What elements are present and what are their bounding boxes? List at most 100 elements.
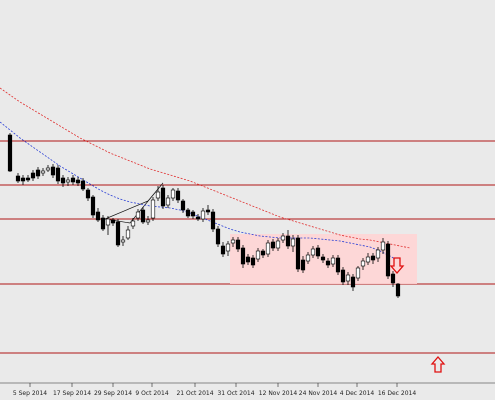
x-tick-label: 9 Oct 2014 xyxy=(135,390,168,397)
candle xyxy=(310,246,316,258)
candle-body xyxy=(260,250,266,256)
candle xyxy=(170,188,176,201)
candle-body xyxy=(25,177,31,181)
candle xyxy=(350,274,356,291)
candle-body xyxy=(70,177,76,183)
candle xyxy=(80,178,86,191)
candle xyxy=(100,215,106,231)
candle xyxy=(95,208,101,222)
candle xyxy=(365,253,371,265)
candle-body xyxy=(395,283,401,297)
candle xyxy=(235,237,241,252)
candle-body xyxy=(45,167,51,171)
candle xyxy=(70,175,76,185)
candle-body xyxy=(375,249,381,259)
candle xyxy=(60,175,66,187)
candle-body xyxy=(50,166,56,176)
candle xyxy=(65,177,71,186)
candle xyxy=(190,210,196,219)
candle xyxy=(325,258,331,268)
candle xyxy=(250,255,256,268)
x-tick-label: 29 Sep 2014 xyxy=(94,390,132,397)
candle-body xyxy=(100,217,106,230)
candle-body xyxy=(230,239,236,244)
candle-body xyxy=(125,229,131,239)
x-tick-label: 31 Oct 2014 xyxy=(217,390,254,397)
candle xyxy=(180,199,186,213)
candle-body xyxy=(165,197,171,206)
candle xyxy=(395,283,401,298)
candle-body xyxy=(55,167,61,182)
candle xyxy=(245,254,251,265)
candle xyxy=(370,253,376,264)
candle xyxy=(55,165,61,184)
candle-body xyxy=(195,216,201,220)
candle xyxy=(335,255,341,275)
signal-arrows xyxy=(389,257,446,373)
candle-body xyxy=(170,189,176,199)
candle-body xyxy=(155,191,161,199)
candle-body xyxy=(265,242,271,255)
candle-body xyxy=(7,134,13,172)
candle xyxy=(140,207,146,224)
candle-body xyxy=(90,196,96,216)
triangle-pattern xyxy=(103,182,164,224)
triangle-outline xyxy=(103,182,164,224)
candle-body xyxy=(330,257,336,265)
candle-body xyxy=(60,177,66,184)
candle-body xyxy=(360,260,366,267)
candle xyxy=(50,164,56,178)
candle-body xyxy=(85,189,91,199)
candle xyxy=(330,255,336,267)
candle-body xyxy=(380,241,386,251)
candle-body xyxy=(185,209,191,217)
candle-body xyxy=(180,200,186,211)
candle-body xyxy=(240,247,246,265)
candle xyxy=(130,218,136,229)
candle xyxy=(160,185,166,209)
candle-body xyxy=(225,243,231,252)
candle-body xyxy=(245,256,251,263)
candle xyxy=(275,238,281,251)
candle xyxy=(40,168,46,176)
candle xyxy=(320,254,326,263)
candle xyxy=(90,195,96,218)
candle-body xyxy=(355,267,361,279)
candle-body xyxy=(115,221,121,246)
candle xyxy=(75,177,81,186)
candle-body xyxy=(275,240,281,249)
candle-body xyxy=(295,237,301,270)
candle-body xyxy=(345,274,351,282)
candle-body xyxy=(30,172,36,179)
x-tick-label: 16 Dec 2014 xyxy=(378,390,417,397)
candle xyxy=(150,197,156,221)
candle xyxy=(285,230,291,249)
candle-body xyxy=(250,257,256,266)
x-tick-label: 17 Sep 2014 xyxy=(53,390,91,397)
candle-body xyxy=(110,219,116,224)
candle xyxy=(155,186,161,201)
candle-body xyxy=(215,228,221,245)
candle-body xyxy=(370,255,376,261)
x-tick-label: 21 Oct 2014 xyxy=(176,390,213,397)
candle-body xyxy=(190,211,196,217)
candle-body xyxy=(235,239,241,250)
candle xyxy=(390,271,396,287)
candle xyxy=(305,252,311,264)
candle xyxy=(7,133,13,172)
candle xyxy=(355,266,361,281)
candles xyxy=(7,133,401,298)
candle xyxy=(205,205,211,215)
candle xyxy=(345,272,351,285)
candle-body xyxy=(390,273,396,284)
x-axis-ticks: 5 Sep 2014 17 Sep 2014 29 Sep 2014 9 Oct 20… xyxy=(13,383,416,397)
candle xyxy=(165,195,171,208)
candle xyxy=(195,214,201,221)
candle-body xyxy=(140,209,146,223)
candle xyxy=(315,245,321,259)
candle-body xyxy=(365,256,371,263)
candle xyxy=(200,208,206,222)
candle-body xyxy=(310,248,316,256)
